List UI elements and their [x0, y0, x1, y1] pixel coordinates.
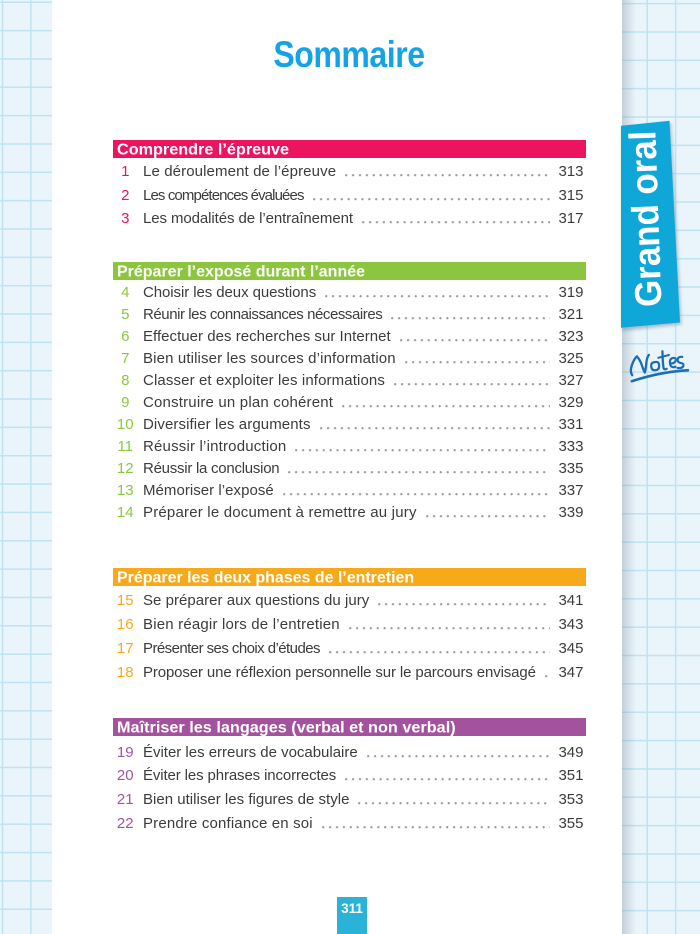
- svg-text:Grand oral: Grand oral: [621, 130, 670, 308]
